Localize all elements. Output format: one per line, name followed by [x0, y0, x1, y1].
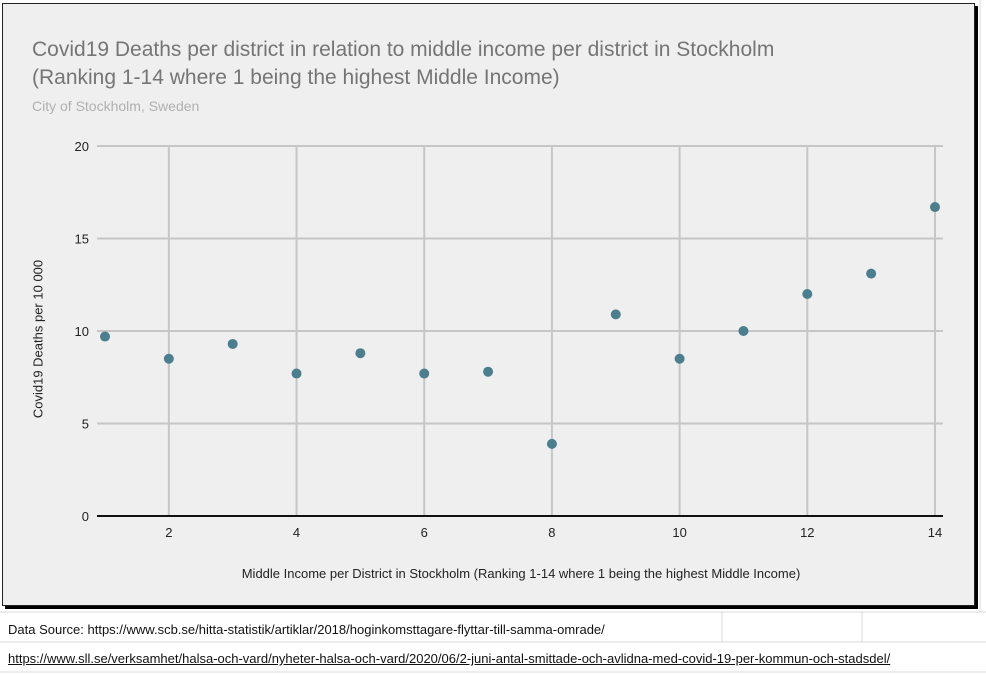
y-tick-label: 10 [75, 324, 89, 339]
y-tick-label: 20 [75, 139, 89, 154]
data-point [163, 353, 174, 364]
data-point [483, 366, 494, 377]
x-tick-label: 2 [165, 525, 172, 540]
x-tick-label: 12 [800, 525, 814, 540]
data-point [100, 331, 110, 342]
data-point [930, 202, 940, 213]
y-tick-label: 0 [82, 509, 89, 524]
chart-title-line-1: Covid19 Deaths per district in relation … [32, 38, 775, 61]
data-point [227, 338, 238, 349]
chart-subtitle: City of Stockholm, Sweden [32, 98, 200, 114]
data-point [866, 268, 877, 279]
data-point [674, 353, 685, 364]
data-point [355, 348, 366, 359]
chart-title: Covid19 Deaths per district in relation … [32, 36, 932, 92]
y-axis-label: Covid19 Deaths per 10 000 [30, 259, 46, 419]
data-point [738, 326, 749, 336]
chart-container[interactable] [2, 3, 975, 606]
data-source-line-1: Data Source: https://www.scb.se/hitta-st… [8, 622, 605, 637]
chart-title-line-2: (Ranking 1-14 where 1 being the highest … [32, 66, 560, 89]
x-tick-label: 4 [293, 525, 300, 540]
x-tick-label: 6 [421, 525, 428, 540]
x-axis-label: Middle Income per District in Stockholm … [241, 566, 801, 581]
data-point [419, 368, 430, 379]
x-tick-label: 14 [928, 525, 942, 540]
x-tick-label: 10 [672, 525, 686, 540]
data-point [802, 289, 813, 299]
data-point [546, 438, 557, 449]
data-source-link[interactable]: https://www.sll.se/verksamhet/halsa-och-… [8, 651, 891, 666]
y-tick-label: 15 [75, 232, 89, 247]
data-point [291, 368, 302, 379]
x-tick-label: 8 [548, 525, 555, 540]
data-point [610, 309, 621, 320]
y-tick-label: 5 [82, 417, 89, 432]
